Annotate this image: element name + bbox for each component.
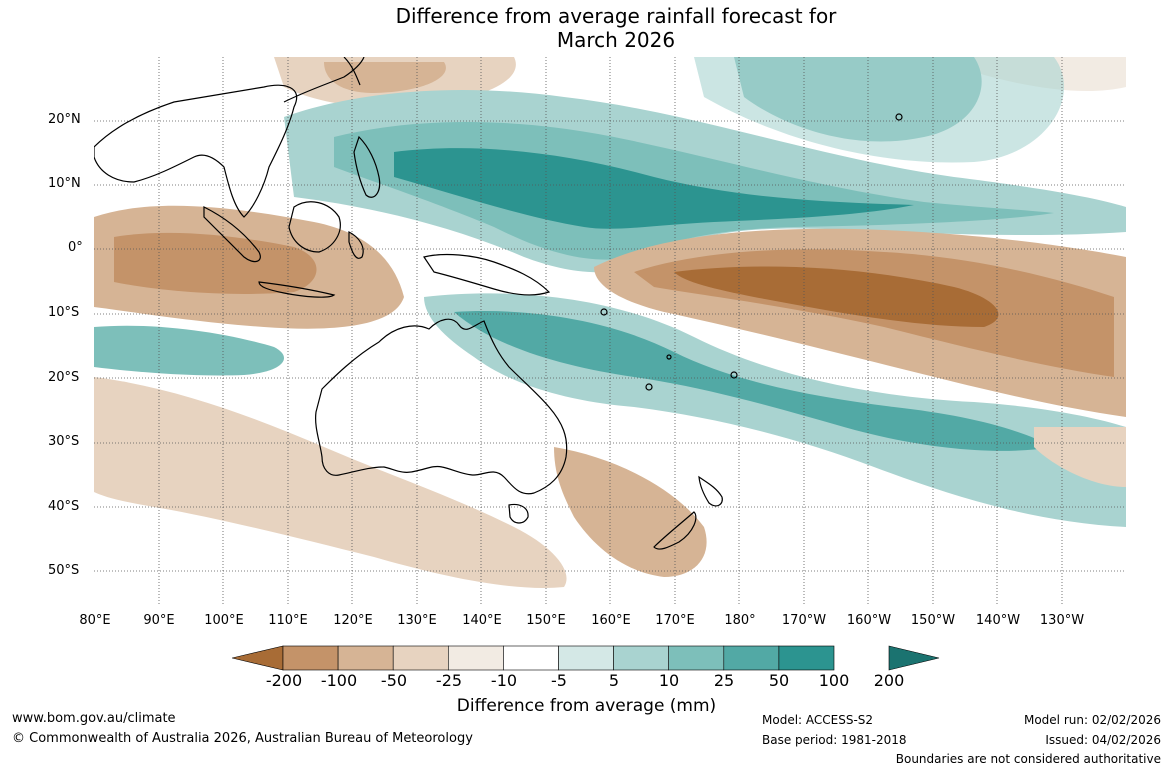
colorbar-label-50: 50 (768, 671, 790, 690)
gridlines (94, 57, 1126, 604)
lon-label-120e: 120°E (333, 613, 373, 628)
new-guinea-coastline (423, 253, 551, 296)
colorbar-cell (723, 645, 780, 671)
footer-model: Model: ACCESS-S2 (762, 713, 874, 727)
footer-issued: Issued: 04/02/2026 (1045, 733, 1161, 747)
map-title: Difference from average rainfall forecas… (0, 4, 1173, 52)
lat-label-20n: 20°N (48, 112, 81, 127)
java-coastline (258, 281, 336, 298)
lon-label-150w: 150°W (910, 613, 956, 628)
new-zealand-south-coastline (653, 511, 697, 550)
colorbar-cell (503, 645, 559, 671)
sulawesi-coastline (348, 231, 364, 259)
lat-label-50s: 50°S (48, 563, 80, 578)
colorbar-cell (448, 645, 504, 671)
lon-label-130w: 130°W (1039, 613, 1085, 628)
china-coastline (283, 57, 365, 103)
colorbar-label-neg25: -25 (435, 671, 463, 690)
dry-region-south (94, 377, 567, 588)
lon-label-130e: 130°E (397, 613, 437, 628)
lon-label-80e: 80°E (79, 613, 111, 628)
colorbar-label-neg200: -200 (265, 671, 303, 690)
colorbar-arrow-right (888, 645, 940, 671)
dry-region-tasman (554, 447, 707, 577)
australia-coastline (315, 318, 568, 495)
lon-label-150e: 150°E (526, 613, 566, 628)
lon-label-100e: 100°E (204, 613, 244, 628)
japan-coastline (343, 57, 361, 86)
lat-label-0: 0° (68, 240, 83, 255)
lat-label-40s: 40°S (48, 499, 80, 514)
title-line-1: Difference from average rainfall forecas… (395, 4, 837, 28)
philippines-coastline (353, 135, 381, 198)
anomaly-fields (94, 57, 1126, 588)
colorbar-cell (392, 645, 449, 671)
hawaii-island (895, 113, 903, 121)
vanuatu-island (666, 354, 672, 360)
lon-label-90e: 90°E (143, 613, 175, 628)
tasmania-coastline (508, 503, 529, 524)
dry-region-south-pacific (1034, 427, 1126, 487)
borneo-coastline (288, 201, 341, 253)
lat-label-10s: 10°S (48, 305, 80, 320)
colorbar-label-neg5: -5 (551, 671, 567, 690)
se-asia-coastline (94, 84, 298, 218)
lon-label-160w: 160°W (846, 613, 892, 628)
sumatra-coastline (203, 206, 261, 263)
lat-label-20s: 20°S (48, 370, 80, 385)
colorbar-arrow-left (232, 645, 284, 671)
wet-band-north-pacific-outer (694, 57, 1065, 163)
lat-label-30s: 30°S (48, 434, 80, 449)
footer-model-run: Model run: 02/02/2026 (1023, 713, 1161, 727)
colorbar-cell (337, 645, 394, 671)
coastlines (94, 57, 903, 550)
colorbar-label-200: 200 (873, 671, 905, 690)
wet-region-indian-south (94, 325, 284, 376)
colorbar-cell (668, 645, 725, 671)
colorbar-label-neg10: -10 (490, 671, 518, 690)
wet-region-australia-mid (454, 311, 1054, 451)
colorbar-label-25: 25 (713, 671, 735, 690)
lon-label-140w: 140°W (975, 613, 1021, 628)
footer-disclaimer: Boundaries are not considered authoritat… (895, 752, 1161, 766)
lon-label-140e: 140°E (462, 613, 502, 628)
colorbar-cell (778, 645, 835, 671)
colorbar-label-100: 100 (818, 671, 850, 690)
footer-base-period: Base period: 1981-2018 (762, 733, 907, 747)
solomon-island (600, 308, 608, 316)
footer-copyright: © Commonwealth of Australia 2026, Austra… (12, 731, 473, 746)
new-caledonia-island (645, 383, 653, 391)
dry-tongue-core (674, 266, 999, 327)
title-line-2: March 2026 (556, 28, 676, 52)
wet-band-itcz-core (394, 148, 914, 229)
dry-region-indian-ocean-core (114, 232, 317, 294)
lat-label-10n: 10°N (48, 176, 81, 191)
colorbar-cell (558, 645, 614, 671)
lon-label-180: 180° (724, 613, 756, 628)
colorbar-label-neg50: -50 (380, 671, 408, 690)
colorbar-label-10: 10 (658, 671, 680, 690)
lon-label-170e: 170°E (655, 613, 695, 628)
lon-label-170w: 170°W (781, 613, 827, 628)
lon-label-110e: 110°E (268, 613, 308, 628)
colorbar-label-5: 5 (608, 671, 620, 690)
rainfall-anomaly-map (94, 57, 1126, 604)
colorbar-cell (613, 645, 670, 671)
colorbar-cell (282, 645, 339, 671)
fiji-island (730, 371, 738, 379)
colorbar (232, 645, 940, 671)
colorbar-label-neg100: -100 (320, 671, 358, 690)
colorbar-title: Difference from average (mm) (456, 696, 717, 716)
new-zealand-north-coastline (698, 475, 723, 507)
lon-label-160e: 160°E (591, 613, 631, 628)
colorbar-cells (282, 645, 835, 671)
footer-website: www.bom.gov.au/climate (12, 711, 176, 726)
